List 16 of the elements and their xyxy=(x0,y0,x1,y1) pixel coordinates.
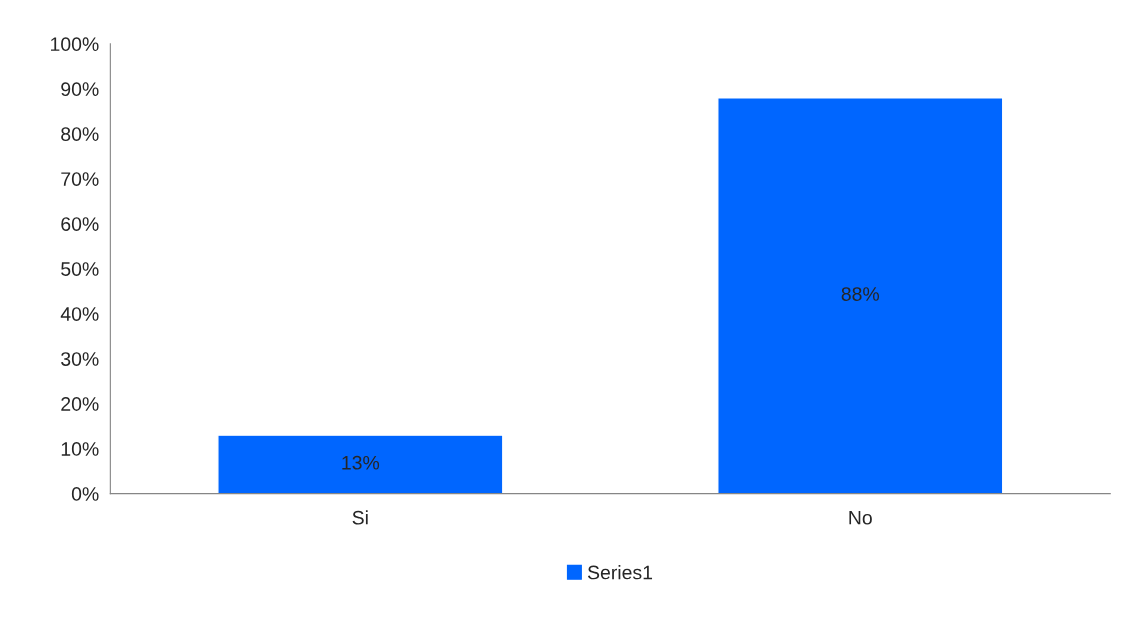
x-tick-label: No xyxy=(849,510,872,525)
y-tick-label: 70% xyxy=(61,172,99,186)
y-tick-label: 20% xyxy=(61,397,99,411)
y-tick-label: 10% xyxy=(61,442,99,456)
y-tick-label: 60% xyxy=(61,217,99,231)
y-tick-label: 40% xyxy=(60,307,99,321)
y-tick-label: 80% xyxy=(61,127,99,141)
legend-label: Series1 xyxy=(587,565,653,580)
y-tick-label: 30% xyxy=(61,352,99,366)
y-tick-label: 50% xyxy=(61,262,99,276)
y-tick-label: 90% xyxy=(61,82,99,97)
x-tick-label: Si xyxy=(352,510,368,525)
text: 88% xyxy=(841,287,880,301)
y-tick-label: 100% xyxy=(50,37,99,52)
y-tick-label: 0% xyxy=(71,487,99,501)
text: 13% xyxy=(342,455,380,470)
